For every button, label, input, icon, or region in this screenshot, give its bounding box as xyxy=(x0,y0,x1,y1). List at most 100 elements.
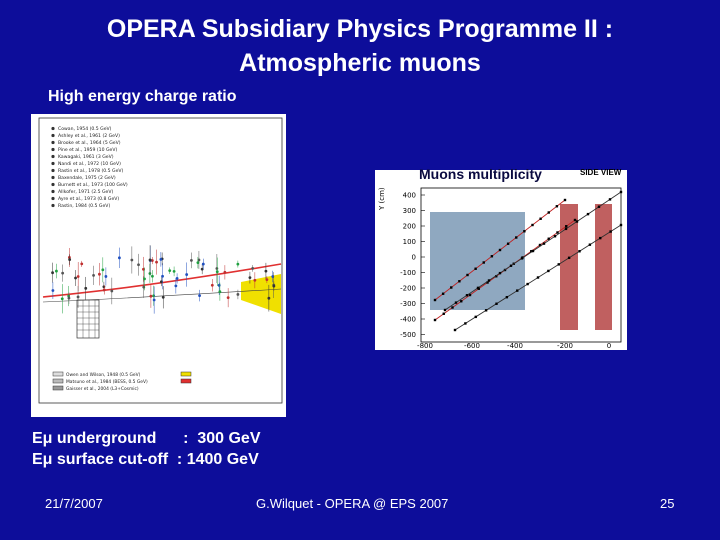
track-hit xyxy=(608,198,612,201)
footer-page-number: 25 xyxy=(660,496,675,511)
track-hit xyxy=(586,212,590,216)
track-hit xyxy=(538,243,542,247)
slide-title: OPERA Subsidiary Physics Programme II : … xyxy=(0,12,720,80)
slide-title-line1: OPERA Subsidiary Physics Programme II : xyxy=(106,15,614,43)
legend-entry: Ayre et al., 1973 (0.8 GeV) xyxy=(58,196,119,202)
data-point xyxy=(51,271,54,275)
track-hit xyxy=(526,282,529,286)
data-point xyxy=(161,295,165,299)
legend-entry: Rastin et al., 1978 (0.5 GeV) xyxy=(58,168,124,174)
y-tick-label: -300 xyxy=(400,300,416,308)
track-hit xyxy=(450,286,453,289)
track-hit xyxy=(547,269,550,273)
track-hit xyxy=(433,318,437,322)
legend-marker xyxy=(51,126,55,131)
track-hit xyxy=(573,218,577,222)
data-point xyxy=(150,259,154,262)
model-curve-lower xyxy=(42,288,282,303)
multiplicity-plot: Y (cm) 400 300 200 100 0 -100 -200 -300 -400 -500… xyxy=(375,170,627,350)
multiplicity-svg: Y (cm) 400 300 200 100 0 -100 -200 -300 -400 -500… xyxy=(378,187,623,350)
legend-marker xyxy=(51,189,55,194)
footer-date: 21/7/2007 xyxy=(45,496,103,511)
x-tick-label: -200 xyxy=(557,342,573,350)
data-point xyxy=(155,260,158,264)
legend-entry: Pine et al., 1959 (10 GeV) xyxy=(58,147,117,153)
legend-entry: Cowan, 1954 (0.5 GeV) xyxy=(58,126,112,132)
x-tick-group: -800 -600 -400 -200 0 xyxy=(417,342,611,350)
y-tick-label: -200 xyxy=(400,285,416,293)
data-point xyxy=(51,289,55,292)
data-point xyxy=(68,258,72,261)
track-hit xyxy=(547,211,550,214)
y-tick-label: 100 xyxy=(403,238,416,246)
legend-marker xyxy=(51,182,55,187)
track-hit xyxy=(476,286,480,290)
data-point xyxy=(137,263,140,267)
data-point xyxy=(198,294,201,298)
legend-marker xyxy=(51,203,55,208)
multiplicity-label: Muons multiplicity xyxy=(419,166,542,182)
data-point xyxy=(84,286,88,290)
data-point xyxy=(201,262,205,266)
legend-entry: Brooke et al., 1964 (5 GeV) xyxy=(58,140,121,146)
charge-ratio-plot: Cowan, 1954 (0.5 GeV) Ashley et al., 1961… xyxy=(31,114,286,417)
data-point xyxy=(74,276,77,280)
track-hit xyxy=(482,261,485,264)
track-hit xyxy=(453,328,457,332)
legend-entry: Nandi et al., 1972 (10 GeV) xyxy=(58,161,121,167)
x-tick-label: 0 xyxy=(607,342,611,350)
x-tick-label: -400 xyxy=(507,342,523,350)
data-point xyxy=(267,296,271,300)
data-point xyxy=(185,273,189,276)
data-point xyxy=(200,267,204,271)
y-tick-label: 0 xyxy=(412,254,416,262)
legend-entry: Allkofer, 1971 (2.5 GeV) xyxy=(58,189,113,195)
track-hit xyxy=(458,280,461,283)
data-point xyxy=(76,295,80,299)
y-tick-label: 300 xyxy=(403,207,416,215)
data-point xyxy=(223,270,227,274)
data-point xyxy=(142,267,145,271)
footnote-group: Owen and Wilson, 1948 (0.5 GeV)Matsuno e… xyxy=(66,372,148,392)
y-tick-label: -500 xyxy=(400,331,416,339)
y-axis-label: Y (cm) xyxy=(378,187,386,211)
track-hit xyxy=(531,223,534,227)
data-point xyxy=(217,283,221,287)
data-point xyxy=(67,296,71,300)
data-point xyxy=(101,268,105,272)
data-point xyxy=(271,275,275,278)
target-wall-2 xyxy=(595,204,612,330)
legend-marker xyxy=(51,175,55,180)
y-tick-label: 200 xyxy=(403,223,416,231)
track-hit xyxy=(474,267,477,270)
data-point xyxy=(55,269,58,273)
track-hit xyxy=(474,315,477,319)
track-hit xyxy=(495,275,498,278)
data-point xyxy=(148,258,152,262)
data-point xyxy=(152,298,156,302)
y-tick-label: -100 xyxy=(400,269,416,277)
track-hit xyxy=(454,301,458,304)
data-point xyxy=(196,261,200,265)
data-point xyxy=(130,258,134,262)
track-hit xyxy=(523,230,526,233)
track-hit xyxy=(563,198,567,202)
data-point xyxy=(175,277,179,280)
track-hit xyxy=(464,322,467,325)
slide-title-line2: Atmospheric muons xyxy=(239,49,481,77)
track-hit xyxy=(557,263,560,266)
plot-frame xyxy=(38,117,283,404)
track-hit xyxy=(609,230,612,233)
track-hit xyxy=(555,205,559,208)
track-hit xyxy=(599,236,602,240)
track-hit xyxy=(495,302,498,305)
data-point xyxy=(110,289,114,293)
data-point xyxy=(264,269,268,273)
energy-underground: Eμ underground : 300 GeV xyxy=(32,430,261,447)
subheading: High energy charge ratio xyxy=(48,88,237,105)
track-hit xyxy=(553,235,557,238)
track-hit xyxy=(530,250,533,253)
footnote-swatches xyxy=(52,371,192,391)
track-hit xyxy=(542,242,546,245)
footnote-entry: Owen and Wilson, 1948 (0.5 GeV) xyxy=(66,372,141,378)
